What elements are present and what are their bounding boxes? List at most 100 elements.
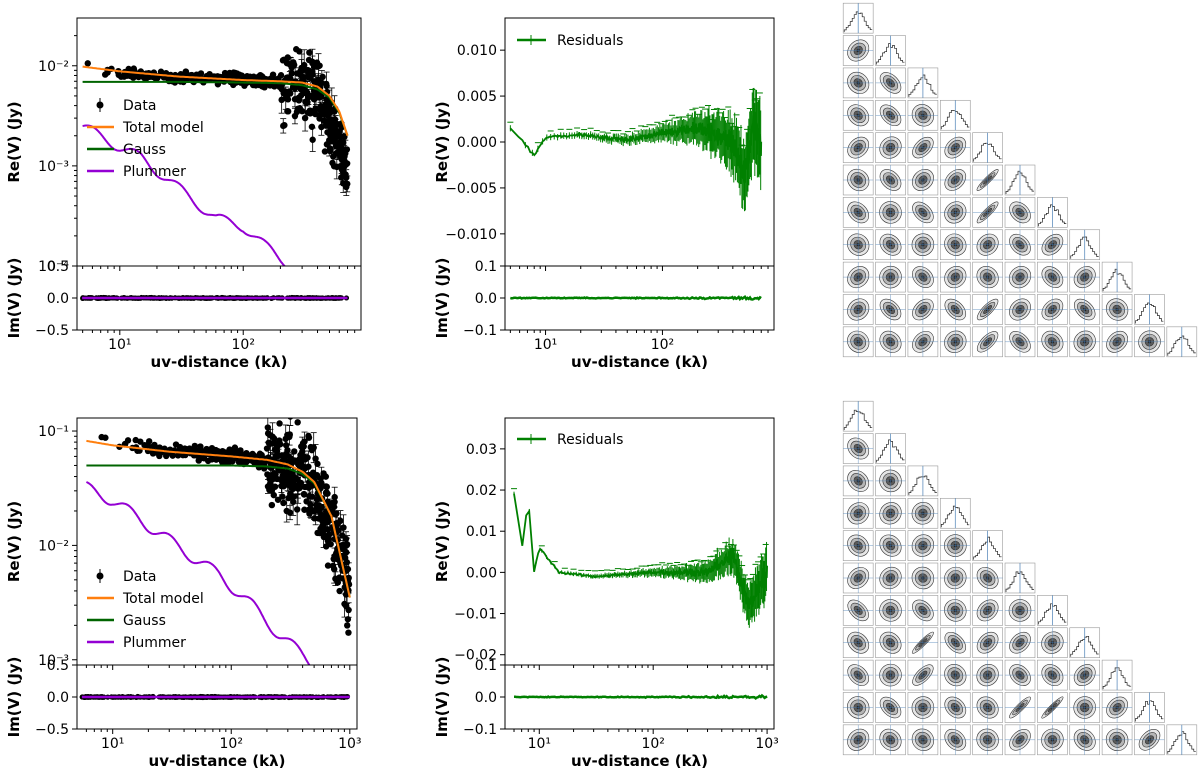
bottom-residuals-panel-xlabel: uv-distance (kλ) xyxy=(571,752,708,770)
legend-residuals-label: Residuals xyxy=(557,33,623,49)
bottom-visibility-panel-im-y-tick-label: 0.0 xyxy=(47,690,69,706)
data-point xyxy=(215,448,222,455)
data-point xyxy=(313,501,320,509)
top-visibility-panel-re-y-tick-label: 10⁻⁴ xyxy=(38,259,69,275)
data-point xyxy=(305,434,313,441)
data-point xyxy=(305,73,313,80)
data-point xyxy=(322,489,330,496)
data-point xyxy=(342,554,349,562)
data-point xyxy=(299,448,306,455)
data-point xyxy=(301,438,308,445)
plummer-curve xyxy=(85,481,311,665)
top-residuals-panel-im-ylabel: Im(V) (Jy) xyxy=(433,258,451,339)
data-point xyxy=(312,455,319,462)
data-point xyxy=(191,442,198,450)
data-point xyxy=(343,541,351,549)
data-point xyxy=(339,168,347,175)
data-point xyxy=(309,136,316,143)
bottom-visibility-panel-re-ylabel: Re(V) (Jy) xyxy=(5,501,23,582)
data-point xyxy=(281,121,288,129)
total-model-curve xyxy=(82,65,349,137)
data-point xyxy=(324,562,332,569)
data-point xyxy=(141,441,148,449)
data-point xyxy=(277,72,285,79)
data-point xyxy=(326,145,334,152)
data-point xyxy=(318,123,325,131)
bottom-residuals-panel-re-y-tick-label: 0.00 xyxy=(466,565,497,581)
data-point xyxy=(313,59,321,66)
data-point xyxy=(233,70,241,77)
data-point xyxy=(297,479,305,487)
data-point xyxy=(199,454,206,461)
data-point xyxy=(238,458,246,466)
bottom-residuals-panel-im-x-tick-label: 10¹ xyxy=(528,736,551,752)
data-point xyxy=(290,493,298,500)
bottom-visibility-panel-re-y-tick-label: 10⁻² xyxy=(38,538,69,554)
data-point xyxy=(333,163,341,171)
data-point xyxy=(286,433,293,441)
data-point xyxy=(330,565,338,573)
data-point xyxy=(318,503,325,511)
bottom-residuals-panel-re-y-tick-label: −0.02 xyxy=(454,648,497,664)
data-point xyxy=(336,587,343,595)
data-point xyxy=(305,56,313,64)
data-point xyxy=(293,506,301,513)
data-point xyxy=(305,93,313,101)
data-point xyxy=(278,452,286,459)
top-visibility-panel-im-y-tick-label: 0.5 xyxy=(47,259,69,275)
data-point xyxy=(291,448,298,455)
data-point xyxy=(176,443,184,451)
corner-contour-group xyxy=(879,502,902,525)
legend-gauss-label: Gauss xyxy=(123,142,166,158)
data-point xyxy=(102,434,109,441)
top-visibility-panel-im-x-tick-label: 10² xyxy=(232,337,255,353)
data-point xyxy=(336,574,343,581)
legend-total-model-label: Total model xyxy=(122,120,204,136)
top-visibility-panel: 10⁻⁴ 10⁻³ 10⁻² Data Total model Gauss Plummer −… xyxy=(5,17,362,371)
bottom-visibility-panel-im-y-tick-label: −0.5 xyxy=(35,722,69,738)
bottom-visibility-panel-im-ylabel: Im(V) (Jy) xyxy=(5,657,23,738)
top-visibility-panel-re-ylabel: Re(V) (Jy) xyxy=(5,101,23,182)
top-residuals-panel-im-x-tick-label: 10¹ xyxy=(534,337,557,353)
bottom-visibility-panel-re-y-tick-label: 10⁻¹ xyxy=(38,424,69,440)
corner-contour-group xyxy=(847,631,870,654)
data-point xyxy=(337,517,344,525)
data-point xyxy=(276,420,283,427)
data-point xyxy=(276,437,283,444)
data-point xyxy=(169,452,176,459)
data-point xyxy=(304,454,311,461)
top-residuals-panel-re-plot xyxy=(507,87,763,212)
data-point xyxy=(290,61,298,69)
top-residuals-panel-im-y-tick-label: 0.0 xyxy=(475,291,497,307)
data-point xyxy=(279,493,286,500)
data-point xyxy=(286,88,293,95)
data-point xyxy=(298,443,305,450)
corner-contour-group xyxy=(879,233,902,256)
data-point xyxy=(300,490,308,498)
data-point xyxy=(312,91,320,99)
data-point xyxy=(345,606,352,614)
data-point xyxy=(282,442,290,449)
data-point xyxy=(124,437,132,444)
data-point xyxy=(283,507,290,515)
data-point xyxy=(331,134,339,142)
bottom-residuals-panel-im-x-tick-label: 10² xyxy=(641,736,664,752)
corner-contour-group xyxy=(1106,696,1128,719)
total-model-curve xyxy=(86,439,351,598)
data-point xyxy=(340,524,347,531)
data-point xyxy=(261,84,268,91)
legend-gauss-label: Gauss xyxy=(123,613,166,629)
top-residuals-panel-re-ylabel: Re(V) (Jy) xyxy=(433,101,451,182)
data-point xyxy=(341,133,348,141)
bottom-residuals-panel-re-plot xyxy=(511,488,769,628)
data-point xyxy=(335,527,342,534)
top-residuals-panel-im-y-tick-label: −0.1 xyxy=(463,323,497,339)
legend-data-label: Data xyxy=(123,98,156,114)
data-point xyxy=(287,418,294,420)
gauss-curve xyxy=(86,464,351,598)
data-point xyxy=(329,159,336,167)
data-point xyxy=(315,515,323,522)
data-point xyxy=(307,110,314,117)
top-residuals-panel-im-y-tick-label: 0.1 xyxy=(475,259,497,275)
